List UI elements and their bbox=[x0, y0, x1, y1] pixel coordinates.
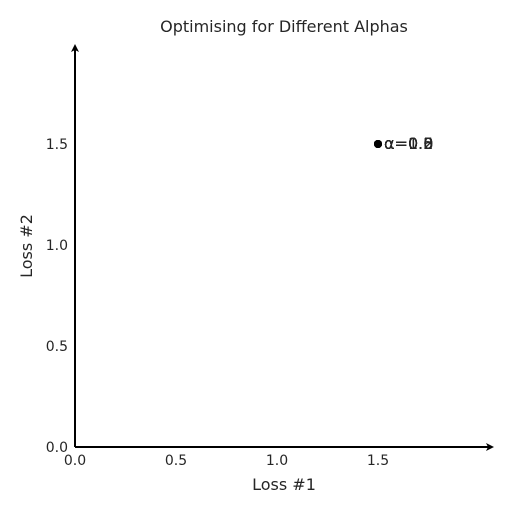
x-tick-label: 0.0 bbox=[64, 453, 86, 469]
y-tick-label: 1.5 bbox=[46, 137, 68, 153]
data-point-label: α=0.5 bbox=[384, 134, 433, 153]
y-tick-labels: 0.0 0.5 1.0 1.5 bbox=[46, 137, 68, 456]
data-point-label: α=0.0 bbox=[384, 134, 433, 153]
y-tick-label: 0.5 bbox=[46, 339, 68, 355]
x-tick-labels: 0.0 0.5 1.0 1.5 bbox=[64, 453, 389, 469]
chart-title: Optimising for Different Alphas bbox=[160, 17, 408, 36]
data-point-label: α=1.0 bbox=[384, 134, 433, 153]
y-axis-label: Loss #2 bbox=[17, 214, 36, 278]
x-tick-label: 1.0 bbox=[266, 453, 288, 469]
x-tick-label: 1.5 bbox=[367, 453, 389, 469]
data-point-label: α=0.8 bbox=[384, 134, 433, 153]
data-points: α=0.0α=0.2α=0.5α=0.8α=1.0 bbox=[374, 134, 433, 153]
y-tick-label: 1.0 bbox=[46, 238, 68, 254]
x-tick-label: 0.5 bbox=[165, 453, 187, 469]
data-point bbox=[374, 140, 382, 148]
data-point-label: α=0.2 bbox=[384, 134, 433, 153]
y-tick-label: 0.0 bbox=[46, 440, 68, 456]
x-axis-label: Loss #1 bbox=[252, 475, 316, 494]
